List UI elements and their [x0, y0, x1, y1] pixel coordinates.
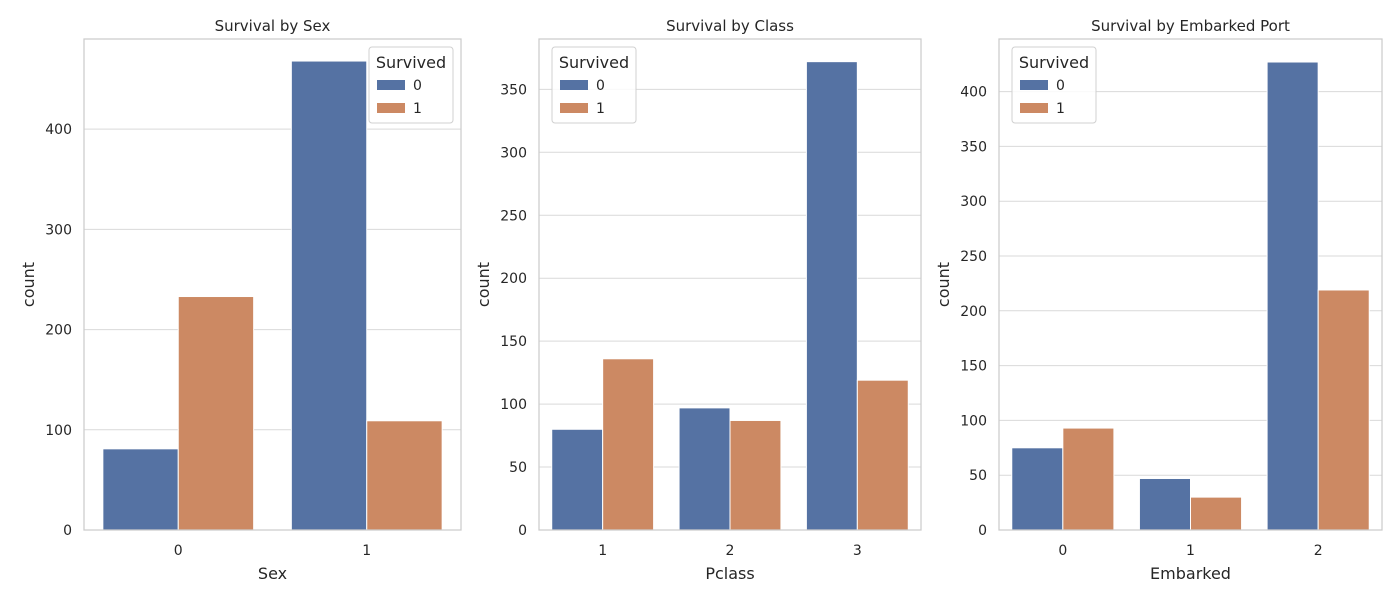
legend-title: Survived: [559, 53, 629, 72]
y-tick-label: 200: [500, 271, 527, 287]
y-tick-label: 100: [500, 397, 527, 413]
legend-swatch-1: [1020, 103, 1048, 113]
legend-title: Survived: [376, 53, 446, 72]
x-tick-label: 1: [362, 543, 371, 559]
bar-series-0-cat-0: [102, 448, 179, 531]
x-tick-label: 2: [726, 543, 735, 559]
legend-label-1: 1: [596, 101, 605, 117]
axes-frame: [538, 38, 922, 531]
chart-title: Survival by Class: [666, 17, 794, 35]
legend-label-1: 1: [1056, 101, 1065, 117]
y-tick-label: 50: [969, 468, 987, 484]
legend-swatch-0: [1020, 80, 1048, 90]
y-tick-label: 250: [500, 208, 527, 224]
x-axis-label: Sex: [258, 564, 287, 583]
bar-series-0-cat-0: [1011, 447, 1064, 531]
x-axis-label: Pclass: [705, 564, 754, 583]
y-axis-label: count: [474, 262, 493, 307]
axes-frame: [83, 38, 462, 531]
bar-series-1-cat-2: [729, 419, 782, 531]
chart-panel-3: 0 50 100 150 200 250 300 350 400 0 1 2 Survival by E…: [934, 17, 1383, 583]
bar-series-0-cat-2: [1266, 61, 1319, 531]
bar-series-0-cat-1: [1138, 477, 1192, 531]
x-tick-label: 0: [174, 543, 183, 559]
x-tick-label: 1: [598, 543, 607, 559]
y-axis-label: count: [19, 262, 38, 307]
legend-label-0: 0: [596, 78, 605, 94]
y-tick-label: 0: [978, 523, 987, 539]
chart-title: Survival by Embarked Port: [1091, 17, 1290, 35]
legend-swatch-0: [377, 80, 405, 90]
x-tick-label: 3: [853, 543, 862, 559]
legend-label-1: 1: [413, 101, 422, 117]
bar-series-1-cat-0: [177, 296, 255, 531]
legend-swatch-0: [560, 80, 588, 90]
x-tick-label: 1: [1186, 543, 1195, 559]
bar-series-0-cat-1: [290, 60, 368, 531]
chart-panel-1: 0 100 200 300 400 0 1 Survival by Sex Sex count Su…: [19, 17, 462, 583]
y-tick-label: 50: [509, 460, 527, 476]
chart-panel-2: 0 50 100 150 200 250 300 350 1 2 3 Survival by Clas…: [474, 17, 922, 583]
y-tick-label: 100: [960, 413, 987, 429]
y-tick-label: 200: [45, 323, 72, 339]
x-tick-label: 2: [1314, 543, 1323, 559]
x-axis-label: Embarked: [1150, 564, 1231, 583]
bar-series-1-cat-1: [1190, 496, 1243, 531]
y-axis-label: count: [934, 262, 953, 307]
legend: Survived 0 1: [551, 46, 637, 124]
bar-series-0-cat-2: [678, 407, 731, 531]
y-tick-label: 300: [45, 222, 72, 238]
y-tick-label: 300: [500, 145, 527, 161]
y-tick-label: 100: [45, 423, 72, 439]
y-tick-label: 0: [518, 523, 527, 539]
legend: Survived 0 1: [368, 46, 454, 124]
y-tick-label: 250: [960, 249, 987, 265]
legend-label-0: 0: [413, 78, 422, 94]
bar-series-0-cat-3: [805, 61, 858, 531]
x-tick-label: 0: [1058, 543, 1067, 559]
chart-title: Survival by Sex: [215, 17, 331, 35]
axes-frame: [998, 38, 1383, 531]
y-tick-label: 350: [960, 139, 987, 155]
bar-series-1-cat-3: [856, 379, 909, 531]
y-tick-label: 200: [960, 304, 987, 320]
y-tick-label: 150: [960, 359, 987, 375]
legend: Survived 0 1: [1011, 46, 1097, 124]
y-tick-label: 300: [960, 194, 987, 210]
bar-series-1-cat-1: [602, 358, 655, 531]
legend-label-0: 0: [1056, 78, 1065, 94]
bar-series-1-cat-1: [366, 420, 443, 531]
legend-swatch-1: [560, 103, 588, 113]
y-tick-label: 400: [45, 122, 72, 138]
y-tick-label: 400: [960, 85, 987, 101]
legend-title: Survived: [1019, 53, 1089, 72]
bar-series-0-cat-1: [551, 428, 604, 531]
y-tick-label: 0: [63, 523, 72, 539]
y-tick-label: 350: [500, 82, 527, 98]
bar-series-1-cat-2: [1317, 289, 1370, 531]
bar-series-1-cat-0: [1062, 427, 1115, 531]
y-tick-label: 150: [500, 334, 527, 350]
legend-swatch-1: [377, 103, 405, 113]
